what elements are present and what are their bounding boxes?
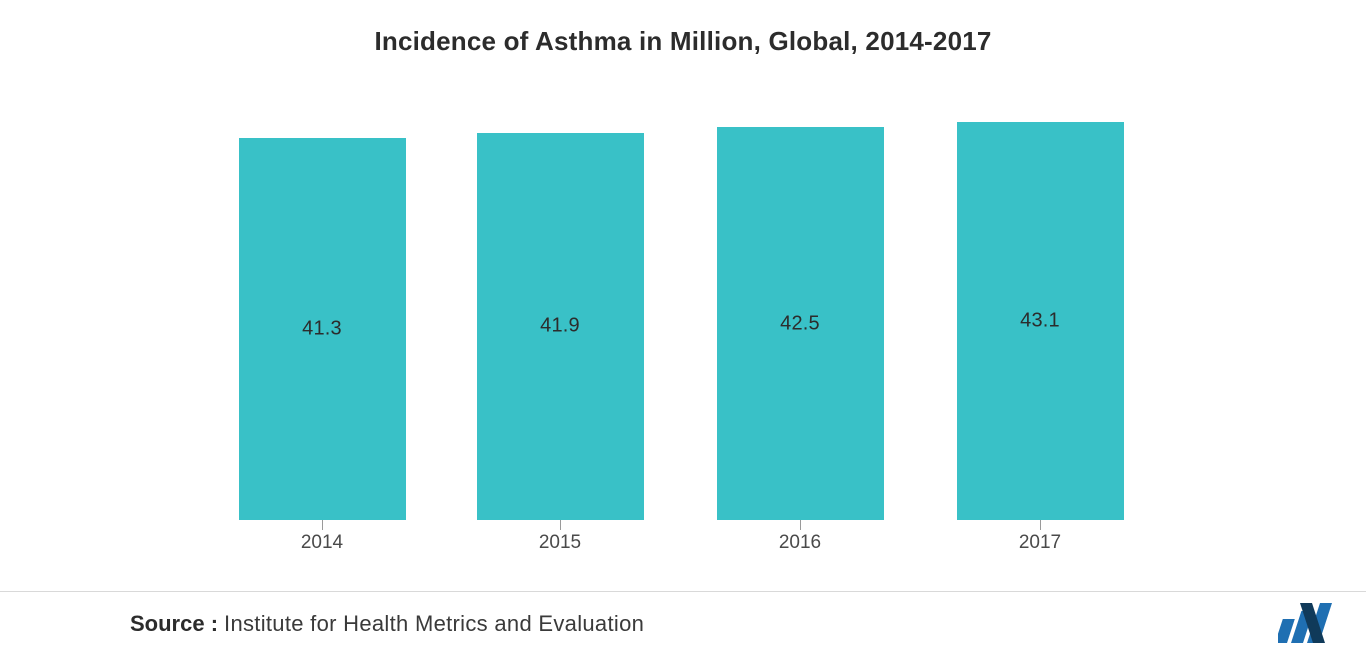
x-axis-tick: [1040, 520, 1041, 530]
bar-value-label: 43.1: [957, 309, 1124, 332]
x-axis-tick: [800, 520, 801, 530]
bar-group: 41.92015: [477, 133, 644, 520]
x-axis-label: 2014: [301, 532, 343, 554]
chart-area: 41.32014 41.92015 42.52016 43.12017: [0, 85, 1366, 520]
x-axis-label: 2015: [539, 532, 581, 554]
bar-group: 42.52016: [717, 127, 884, 520]
x-axis-label: 2017: [1019, 532, 1061, 554]
bar-value-label: 41.9: [477, 315, 644, 338]
bar-value-label: 41.3: [239, 318, 406, 341]
x-axis-tick: [322, 520, 323, 530]
source-text: Institute for Health Metrics and Evaluat…: [224, 611, 644, 637]
mordor-logo-icon: [1278, 603, 1336, 643]
x-axis-label: 2016: [779, 532, 821, 554]
bar-value-label: 42.5: [717, 312, 884, 335]
x-axis-tick: [560, 520, 561, 530]
source-label: Source :: [130, 611, 218, 637]
source-footer: Source : Institute for Health Metrics an…: [0, 591, 1366, 655]
bar-group: 43.12017: [957, 122, 1124, 520]
chart-title: Incidence of Asthma in Million, Global, …: [0, 0, 1366, 57]
chart-plot: 41.32014 41.92015 42.52016 43.12017: [0, 85, 1366, 520]
bar-group: 41.32014: [239, 138, 406, 520]
brand-logo: [1278, 603, 1336, 643]
